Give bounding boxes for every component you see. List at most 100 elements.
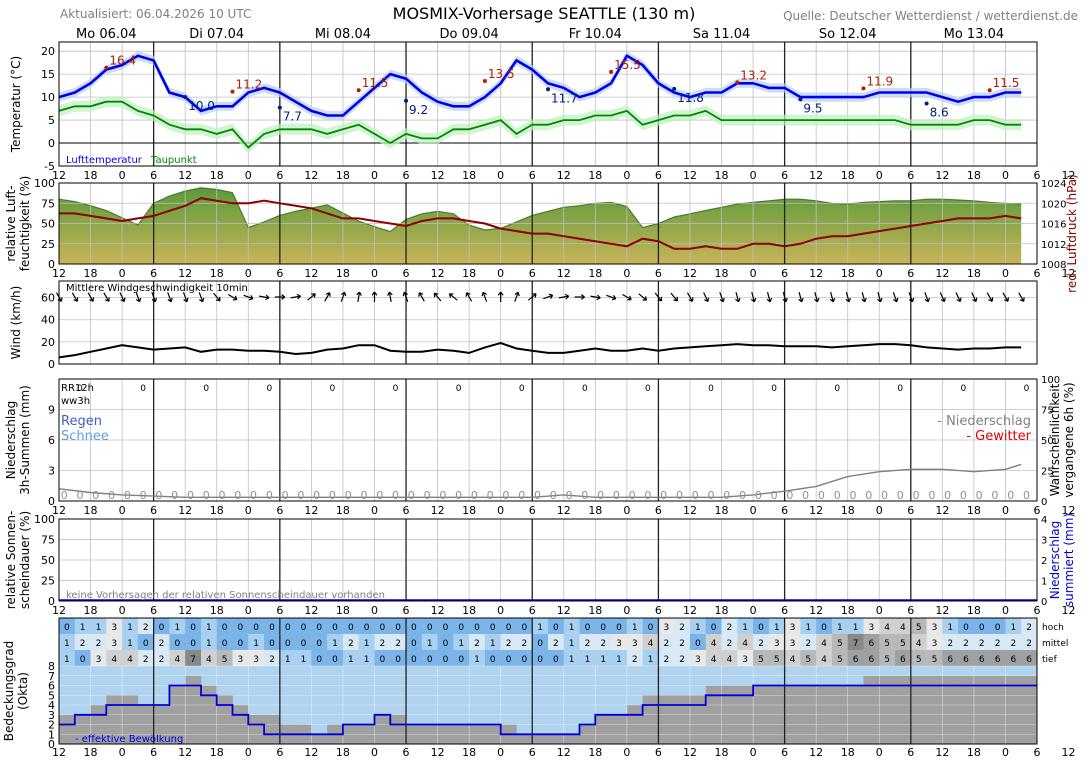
sun-hour-tick: 18 [841,604,855,617]
sun-hour-tick: 6 [907,604,914,617]
cloud-layer-value: 0 [411,655,417,665]
rr3h-value: 0 [960,489,967,502]
rr3h-value: 0 [187,489,194,502]
cloud-layer-cell [1021,650,1038,666]
sun-hour-tick: 6 [655,604,662,617]
wind-arrow [528,293,537,301]
cloud-layer-value: 5 [758,655,764,665]
hum-hour-tick: 0 [371,267,378,280]
temp-extreme-label: 13.5 [488,67,515,81]
hum-hour-tick: 0 [623,267,630,280]
hum-hour-tick: 6 [655,267,662,280]
wind-arrow-shaft [290,295,301,299]
cloud-layer-cell [768,618,785,634]
total-cloud-bar [910,675,927,744]
cloud-layer-cell [548,634,565,650]
wind-arrow [766,292,773,303]
cloud-layer-cell [721,634,738,650]
wind-arrow-shaft [654,292,663,302]
hum-hour-tick: 18 [841,267,855,280]
temp-extreme-label: 8.6 [930,106,949,120]
wind-arrow-head [657,296,663,302]
cloud-layer-value: 5 [884,655,890,665]
cloud-layer-cell [59,634,76,650]
wind-arrow-shaft [198,292,204,302]
cloud-layer-cell [185,650,202,666]
temp-hour-tick: 18 [210,169,224,182]
rr3h-value: 0 [644,489,651,502]
sun-ytick: 100 [34,513,55,526]
cloud-layer-value: 0 [537,639,543,649]
day-label: Mi 08.04 [315,27,371,42]
wind-arrow-shaft [590,295,601,299]
wind-arrow-shaft [357,291,361,303]
sun-hour-tick: 0 [623,604,630,617]
cloud-layer-cell [689,618,707,634]
wind-arrow [971,292,978,303]
rr3h-value: 0 [392,489,399,502]
prec-ytick: 0 [48,495,55,508]
cloud-layer-cell [437,618,454,634]
cloud-layer-value: 4 [900,623,906,633]
cloud-layer-cell [169,650,186,666]
cloud-layer-value: 0 [474,623,480,633]
cloud-layer-cell [895,634,912,650]
total-cloud-bar [926,675,943,744]
cloud-layer-cell [342,650,360,666]
wind-arrow [1002,292,1009,302]
wind-arrow-head [311,293,316,298]
cloud-layer-value: 0 [316,623,322,633]
cloud-layer-cell [311,618,328,634]
wind-arrow [924,292,930,303]
cloud-layer-cell [548,618,565,634]
rr12h-value: 0 [519,384,525,394]
wind-arrow [735,292,741,303]
cloud-layer-cell [705,634,722,650]
cloud-layer-cell [973,618,990,634]
rr3h-value: 0 [991,489,998,502]
cloud-layer-value: 0 [616,623,622,633]
wind-arrow [908,292,915,303]
cloud-layer-cell [406,634,423,650]
temp-extreme-label: 10.0 [188,99,215,113]
cloud-layer-value: 2 [143,655,149,665]
cloud-layer-value: 3 [790,639,796,649]
prec-ytick-right: 50 [1041,436,1054,447]
wind-arrow-shaft [986,292,993,302]
total-cloud-bar [248,714,265,744]
cloud-layer-cell [895,618,912,634]
cloud-layer-value: 0 [963,623,969,633]
wind-arrow-head [356,291,362,296]
cloud-layer-cell [232,650,249,666]
wind-arrow [514,291,520,302]
hum-hour-tick: 18 [210,267,224,280]
cloud-layer-row-label: mittel [1042,639,1068,649]
cloud-layer-cell [689,634,707,650]
rr12h-value: 0 [582,384,588,394]
okta-hour-tick: 12 [683,746,697,759]
cloud-layer-cell [342,634,360,650]
prec-hour-tick: 0 [750,504,757,517]
rr3h-value: 0 [771,489,778,502]
cloud-layer-cell [563,618,580,634]
cloud-layer-cell [784,650,801,666]
cloud-layer-cell [1005,634,1022,650]
hum-hour-tick: 12 [1062,267,1076,280]
hum-hour-tick: 6 [781,267,788,280]
cloud-layer-cell [295,618,312,634]
wind-arrow-head [89,297,95,302]
temp-frame [58,41,1038,167]
wind-ytick: 40 [41,314,55,327]
cloud-layer-value: 5 [837,655,843,665]
wind-arrow-shaft [719,292,724,302]
okta-hour-tick: 18 [588,746,602,759]
sun-hour-tick: 12 [935,604,949,617]
cloud-layer-value: 7 [190,655,196,665]
okta-ytick: 6 [48,680,55,693]
cloud-layer-cell [595,618,612,634]
temp-extreme-dot [798,97,803,102]
hum-ylabel: relative Luft-feuchtigkeit (%) [4,176,32,272]
cloud-layer-value: 0 [395,655,401,665]
wind-arrow [813,292,820,303]
wind-arrow-head [167,297,173,303]
